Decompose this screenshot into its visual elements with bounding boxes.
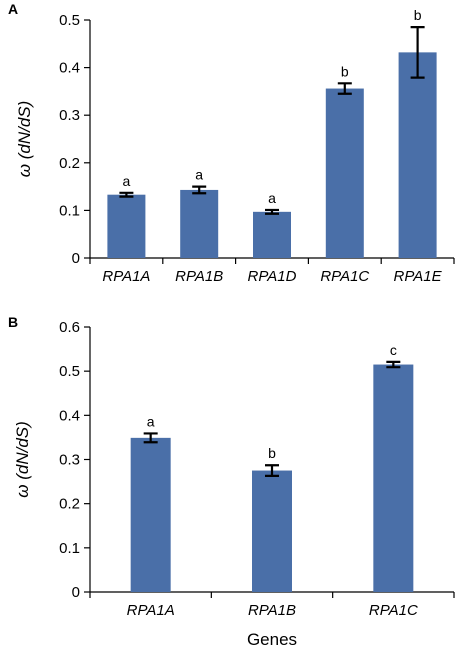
chart-1-y-tick-label: 0.1: [59, 202, 80, 219]
chart-2-error-bar: [143, 432, 158, 444]
chart-2-panel-label: B: [8, 314, 18, 330]
chart-2-y-axis-label: ω (dN/dS): [13, 421, 32, 498]
chart-2-category-label: RPA1C: [369, 602, 418, 619]
chart-2-category-label: RPA1A: [127, 602, 175, 619]
chart-1-error-bar: [410, 26, 425, 79]
chart-1-significance-label: a: [268, 190, 276, 206]
chart-1-bar: [325, 88, 364, 258]
chart-1-significance-label: b: [341, 63, 349, 79]
chart-2-bar: [252, 470, 292, 592]
chart-1-category-label: RPA1C: [320, 268, 369, 285]
chart-1-y-tick-label: 0.4: [59, 60, 80, 77]
chart-1-significance-label: a: [123, 173, 131, 189]
chart-2-y-tick-label: 0.4: [59, 407, 80, 424]
chart-2-y-tick-label: 0: [72, 584, 80, 601]
chart-2-category-label: RPA1B: [248, 602, 296, 619]
chart-2-bar: [130, 437, 171, 592]
chart-2-error-bar: [265, 464, 279, 477]
chart-1-category-label: RPA1B: [175, 268, 223, 285]
chart-1-error-bar: [192, 185, 207, 195]
chart-1-error-bar: [119, 191, 134, 198]
chart-2-y-tick-label: 0.1: [59, 540, 80, 557]
chart-1-panel-label: A: [8, 1, 18, 17]
chart-2-significance-label: c: [390, 342, 397, 358]
chart-1-y-tick-label: 0: [72, 250, 80, 267]
chart-2-error-bar: [386, 360, 401, 369]
chart-1-category-label: RPA1A: [102, 268, 150, 285]
chart-1-bar: [253, 211, 291, 258]
chart-1-error-bar: [265, 208, 279, 215]
chart-2-significance-label: a: [147, 413, 155, 429]
chart-1-error-bar: [337, 82, 352, 95]
chart-1-y-tick-label: 0.2: [59, 155, 80, 172]
chart-1-y-tick-label: 0.3: [59, 107, 80, 124]
chart-2-y-tick-label: 0.2: [59, 496, 80, 513]
chart-1-significance-label: a: [195, 167, 203, 183]
chart-1-y-tick-label: 0.5: [59, 12, 80, 29]
chart-1-significance-label: b: [414, 7, 422, 23]
chart-1-bar: [398, 52, 437, 259]
chart-2-significance-label: b: [268, 445, 276, 461]
chart-1-category-label: RPA1D: [248, 268, 297, 285]
chart-1-y-axis-label: ω (dN/dS): [15, 101, 34, 178]
chart-2-x-axis-label: Genes: [247, 630, 297, 649]
chart-1-bar: [107, 194, 146, 258]
chart-2-bar: [373, 364, 414, 592]
chart-2-y-tick-label: 0.6: [59, 319, 80, 336]
chart-2-y-tick-label: 0.3: [59, 452, 80, 469]
chart-2-y-tick-label: 0.5: [59, 363, 80, 380]
chart-1-bar: [180, 189, 219, 258]
chart-1-category-label: RPA1E: [394, 268, 443, 285]
